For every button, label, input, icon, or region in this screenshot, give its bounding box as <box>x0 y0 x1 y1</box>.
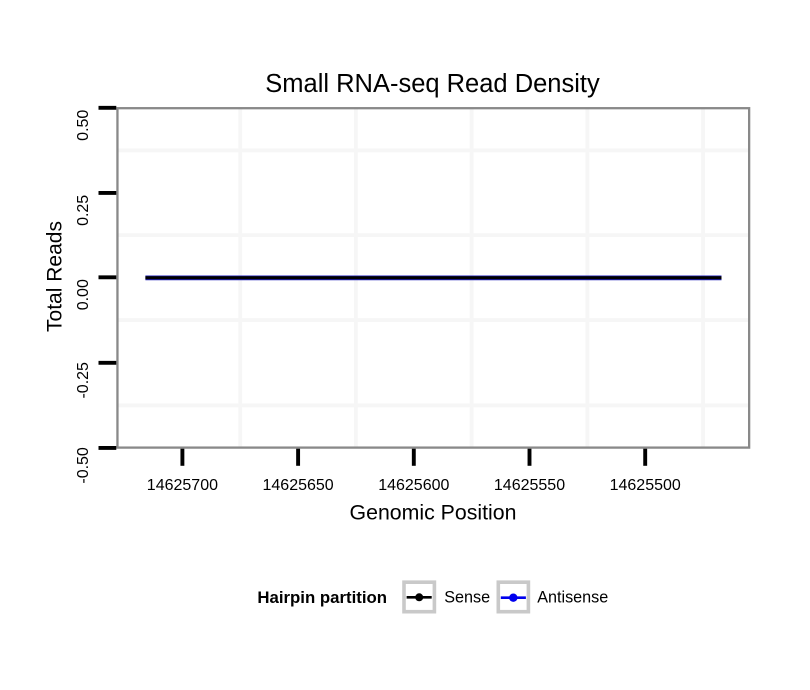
svg-text:14625550: 14625550 <box>494 477 565 494</box>
svg-text:14625500: 14625500 <box>610 477 681 494</box>
svg-text:Antisense: Antisense <box>537 589 608 607</box>
svg-text:Small RNA-seq Read Density: Small RNA-seq Read Density <box>265 70 600 98</box>
svg-text:-0.50: -0.50 <box>75 447 92 484</box>
svg-text:Total Reads: Total Reads <box>44 221 67 332</box>
svg-text:Genomic Position: Genomic Position <box>350 501 517 525</box>
svg-text:-0.25: -0.25 <box>75 362 92 399</box>
svg-text:14625650: 14625650 <box>263 477 334 494</box>
svg-text:14625600: 14625600 <box>378 477 449 494</box>
svg-text:Hairpin partition: Hairpin partition <box>257 588 387 607</box>
svg-text:Sense: Sense <box>444 589 490 607</box>
svg-text:0.25: 0.25 <box>75 195 92 226</box>
svg-text:14625700: 14625700 <box>147 477 218 494</box>
svg-text:0.00: 0.00 <box>75 279 92 310</box>
svg-text:0.50: 0.50 <box>75 110 92 141</box>
